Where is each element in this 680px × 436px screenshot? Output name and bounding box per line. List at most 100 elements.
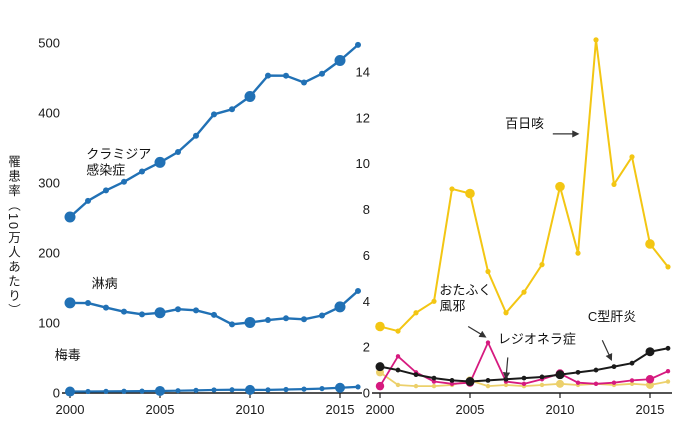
series-mumps-point (485, 340, 491, 345)
annotation-arrow-hepatitis-c-label (601, 340, 613, 362)
series-mumps-point (521, 381, 527, 387)
series-chlamydia-point (211, 111, 217, 118)
series-chlamydia-point (229, 106, 235, 113)
series-syphilis-point (319, 385, 325, 392)
series-chlamydia-point (139, 168, 145, 175)
series-gonorrhea-point (319, 312, 325, 319)
annotation-arrow-mumps-label (467, 325, 487, 338)
series-pertussis-point (629, 154, 635, 160)
series-mumps-point (611, 380, 617, 385)
series-hepatitis-c-point (555, 370, 565, 380)
series-legionella-point (539, 382, 545, 388)
series-hepatitis-c-point (521, 375, 527, 381)
x-tick-label: 2015 (326, 402, 355, 417)
series-gonorrhea-point (154, 307, 166, 319)
x-tick-label: 2005 (456, 402, 485, 417)
series-syphilis-point (193, 387, 199, 393)
annotation-legionella-label: レジオネラ症 (498, 332, 576, 347)
series-syphilis-point (301, 386, 307, 392)
series-pertussis-point (485, 268, 491, 275)
y-tick-label: 6 (363, 248, 370, 263)
series-gonorrhea-point (301, 316, 307, 323)
series-chlamydia-point (319, 70, 325, 77)
series-hepatitis-c-point (645, 347, 655, 357)
series-legionella-point (629, 381, 635, 387)
series-mumps-point (629, 378, 635, 383)
series-chlamydia-point (121, 178, 127, 185)
series-hepatitis-c-point (485, 377, 491, 383)
series-syphilis-point (175, 388, 181, 394)
x-tick-label: 2005 (146, 402, 175, 417)
series-gonorrhea-point (211, 311, 217, 318)
y-tick-label: 400 (38, 106, 60, 121)
series-pertussis-point (611, 181, 617, 187)
series-pertussis-point (539, 262, 545, 268)
series-hepatitis-c-point (665, 345, 671, 351)
series-pertussis-point (665, 264, 671, 270)
y-tick-label: 10 (356, 156, 370, 171)
y-tick-label: 100 (38, 316, 60, 331)
series-pertussis-point (555, 181, 565, 192)
x-tick-label: 2000 (56, 402, 85, 417)
series-gonorrhea-point (103, 304, 109, 311)
series-chlamydia-point (265, 72, 271, 79)
annotation-pertussis-label: 百日咳 (505, 116, 544, 131)
series-hepatitis-c-point (395, 367, 401, 373)
annotation-hepatitis-c-label: C型肝炎 (588, 309, 636, 324)
annotation-chlamydia-label: クラミジア感染症 (86, 147, 151, 178)
series-chlamydia-point (193, 132, 199, 139)
series-hepatitis-c-point (465, 377, 475, 387)
series-syphilis-point (335, 382, 345, 393)
series-gonorrhea-point (334, 301, 346, 313)
series-chlamydia-point (283, 72, 289, 79)
annotation-arrow-legionella-label (502, 357, 511, 380)
series-chlamydia-point (244, 90, 256, 102)
annotation-gonorrhea-label: 淋病 (92, 276, 118, 291)
series-pertussis-point (521, 289, 527, 295)
y-tick-label: 4 (363, 294, 370, 309)
series-chlamydia-point (64, 211, 76, 223)
series-gonorrhea-point (85, 300, 91, 307)
series-gonorrhea-point (244, 316, 256, 328)
series-mumps-point (431, 379, 437, 384)
series-chlamydia-point (103, 187, 109, 194)
series-gonorrhea-point (355, 287, 361, 294)
series-pertussis-point (375, 321, 385, 332)
annotation-syphilis-label: 梅毒 (55, 347, 81, 362)
x-tick-label: 2000 (366, 402, 395, 417)
series-legionella-point (503, 382, 509, 388)
series-mumps-point (375, 381, 385, 391)
y-tick-label: 8 (363, 202, 370, 217)
series-legionella-point (556, 379, 564, 388)
y-tick-label: 0 (53, 386, 60, 401)
series-pertussis-point (575, 250, 581, 256)
series-hepatitis-c-point (611, 364, 617, 370)
series-legionella-point (395, 382, 401, 388)
series-chlamydia-point (301, 79, 307, 86)
series-hepatitis-c-point (539, 374, 545, 380)
series-legionella-point (646, 380, 654, 389)
series-gonorrhea-point (265, 317, 271, 324)
series-mumps-point (593, 381, 599, 387)
series-syphilis-point (65, 386, 75, 397)
series-syphilis-point (139, 388, 145, 394)
y-tick-label: 200 (38, 246, 60, 261)
series-hepatitis-c-point (431, 375, 437, 381)
series-gonorrhea-point (121, 308, 127, 315)
x-tick-label: 2010 (546, 402, 575, 417)
x-tick-label: 2010 (236, 402, 265, 417)
series-syphilis-point (229, 387, 235, 393)
series-syphilis-point (211, 387, 217, 393)
y-tick-label: 14 (356, 65, 370, 80)
left-chart-std: 2000 2005 2010 2015 0 100 200 300 400 500 クラミジア感染症… (38, 36, 362, 417)
series-legionella-point (665, 379, 671, 384)
series-chlamydia-line (69, 43, 359, 218)
series-pertussis-point (645, 239, 655, 249)
series-chlamydia-point (355, 41, 361, 48)
series-gonorrhea-point (229, 321, 235, 328)
series-chlamydia-point (154, 156, 166, 168)
y-tick-label: 12 (356, 110, 370, 125)
series-pertussis-point (503, 310, 509, 316)
